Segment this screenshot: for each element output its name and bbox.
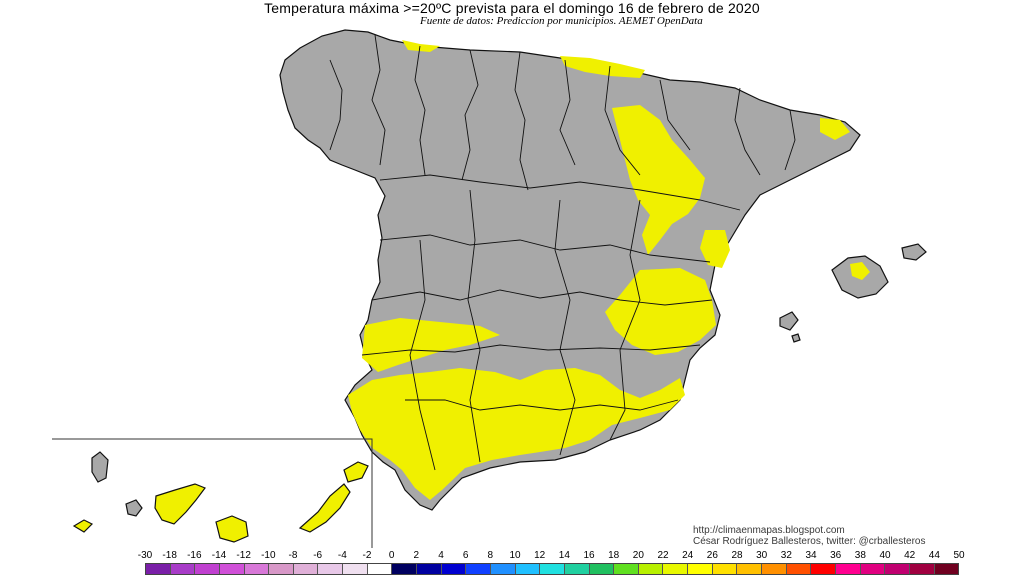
legend-label: 34 (805, 550, 817, 561)
legend-label: -12 (236, 550, 251, 561)
color-legend (145, 563, 959, 575)
balearic-islands (779, 243, 927, 343)
spain-temperature-map (52, 29, 927, 548)
legend-label: 24 (682, 550, 694, 561)
legend-label: 14 (558, 550, 570, 561)
legend-swatch (466, 564, 491, 574)
legend-label: -2 (362, 550, 372, 561)
legend-labels: -30 -18 -16 -14 -12 -10 -8 -6 -4 -2 0 2 4 6 8 10 12 14 16 1… (133, 550, 965, 562)
legend-swatch (835, 564, 861, 574)
legend-swatch (663, 564, 689, 574)
legend-swatch (490, 564, 516, 574)
credits-author: César Rodríguez Ballesteros, twitter: @c… (693, 536, 926, 547)
legend-label: 36 (830, 550, 842, 561)
legend-label: 6 (462, 550, 469, 561)
legend-label: -4 (337, 550, 347, 561)
legend-swatch (417, 564, 442, 574)
legend-label: 0 (388, 550, 395, 561)
legend-label: 42 (904, 550, 916, 561)
legend-label: -18 (162, 550, 177, 561)
legend-swatch (146, 564, 171, 574)
legend-label: -8 (288, 550, 298, 561)
legend-swatch (392, 564, 418, 574)
legend-swatch (269, 564, 294, 574)
legend-swatch (367, 564, 393, 574)
legend-label: 40 (879, 550, 891, 561)
credits: http://climaenmapas.blogspot.com César R… (693, 525, 925, 547)
legend-swatch (737, 564, 763, 574)
legend-swatch (244, 564, 270, 574)
legend-swatch (688, 564, 713, 574)
legend-swatch (614, 564, 639, 574)
legend-swatch (540, 564, 565, 574)
legend-swatch (860, 564, 886, 574)
legend-swatch (219, 564, 245, 574)
legend-label: 50 (953, 550, 965, 561)
map-title: Temperatura máxima >=20ºC prevista para … (264, 0, 760, 16)
legend-label: 32 (780, 550, 792, 561)
legend-label: 38 (854, 550, 866, 561)
legend-swatch (318, 564, 344, 574)
legend-swatch (515, 564, 541, 574)
legend-swatch (786, 564, 812, 574)
legend-label: 2 (413, 550, 420, 561)
province-borders (329, 34, 796, 471)
legend-label: 8 (487, 550, 494, 561)
legend-label: 12 (534, 550, 546, 561)
legend-label: 4 (438, 550, 444, 561)
legend-swatch (811, 564, 836, 574)
legend-label: 16 (583, 550, 595, 561)
canary-islands (72, 451, 369, 543)
legend-swatch (441, 564, 467, 574)
legend-label: -6 (313, 550, 323, 561)
map-subtitle: Fuente de datos: Prediccion por municipi… (420, 15, 703, 27)
canarias-inset-frame (52, 438, 373, 548)
legend-swatch (934, 564, 959, 574)
credits-url: http://climaenmapas.blogspot.com (693, 525, 845, 536)
legend-swatch (762, 564, 787, 574)
legend-swatch (170, 564, 196, 574)
legend-swatch (589, 564, 615, 574)
legend-swatch (909, 564, 935, 574)
legend-label: -10 (261, 550, 276, 561)
warm-areas (348, 40, 850, 500)
legend-label: 20 (632, 550, 644, 561)
legend-label: -14 (211, 550, 227, 561)
legend-label: 18 (608, 550, 620, 561)
legend-swatch (195, 564, 220, 574)
legend-label: 30 (756, 550, 768, 561)
legend-label: -30 (137, 550, 153, 561)
legend-swatch (343, 564, 368, 574)
legend-label: 10 (509, 550, 521, 561)
legend-swatch (712, 564, 738, 574)
legend-swatch (293, 564, 319, 574)
legend-label: 44 (928, 550, 940, 561)
legend-swatch (885, 564, 910, 574)
legend-label: 28 (731, 550, 743, 561)
legend-label: -16 (187, 550, 202, 561)
legend-swatch (638, 564, 664, 574)
legend-swatch (564, 564, 590, 574)
legend-label: 22 (657, 550, 669, 561)
legend-label: 26 (706, 550, 718, 561)
